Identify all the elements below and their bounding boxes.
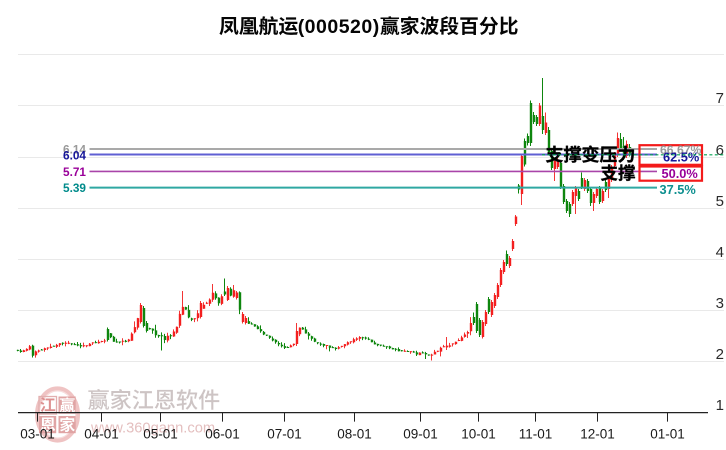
svg-text:09-01: 09-01 (403, 427, 438, 442)
svg-text:03-01: 03-01 (20, 427, 55, 442)
svg-text:66.67%: 66.67% (660, 143, 701, 157)
svg-text:1: 1 (716, 397, 724, 414)
svg-text:www.360gann.com: www.360gann.com (90, 421, 215, 437)
svg-text:62.5%: 62.5% (663, 150, 700, 165)
svg-text:6.14: 6.14 (63, 142, 86, 156)
svg-text:5.71: 5.71 (63, 165, 86, 179)
svg-text:5: 5 (716, 193, 724, 210)
svg-text:01-01: 01-01 (650, 427, 685, 442)
svg-text:2: 2 (716, 346, 724, 363)
svg-text:07-01: 07-01 (267, 427, 302, 442)
svg-text:37.5%: 37.5% (660, 182, 697, 197)
svg-text:12-01: 12-01 (580, 427, 615, 442)
svg-text:4: 4 (716, 244, 724, 261)
svg-text:3: 3 (716, 295, 724, 312)
svg-text:7: 7 (716, 90, 724, 107)
svg-text:11-01: 11-01 (519, 427, 553, 442)
svg-text:5.39: 5.39 (63, 181, 86, 195)
svg-text:05-01: 05-01 (143, 427, 178, 442)
svg-text:04-01: 04-01 (84, 427, 119, 442)
svg-text:06-01: 06-01 (205, 427, 240, 442)
svg-text:(000520): (000520) (298, 16, 380, 38)
svg-text:50.0%: 50.0% (662, 166, 699, 181)
svg-text:08-01: 08-01 (337, 427, 372, 442)
svg-text:10-01: 10-01 (461, 427, 496, 442)
svg-text:6: 6 (716, 142, 724, 159)
svg-text:6.04: 6.04 (63, 149, 86, 163)
